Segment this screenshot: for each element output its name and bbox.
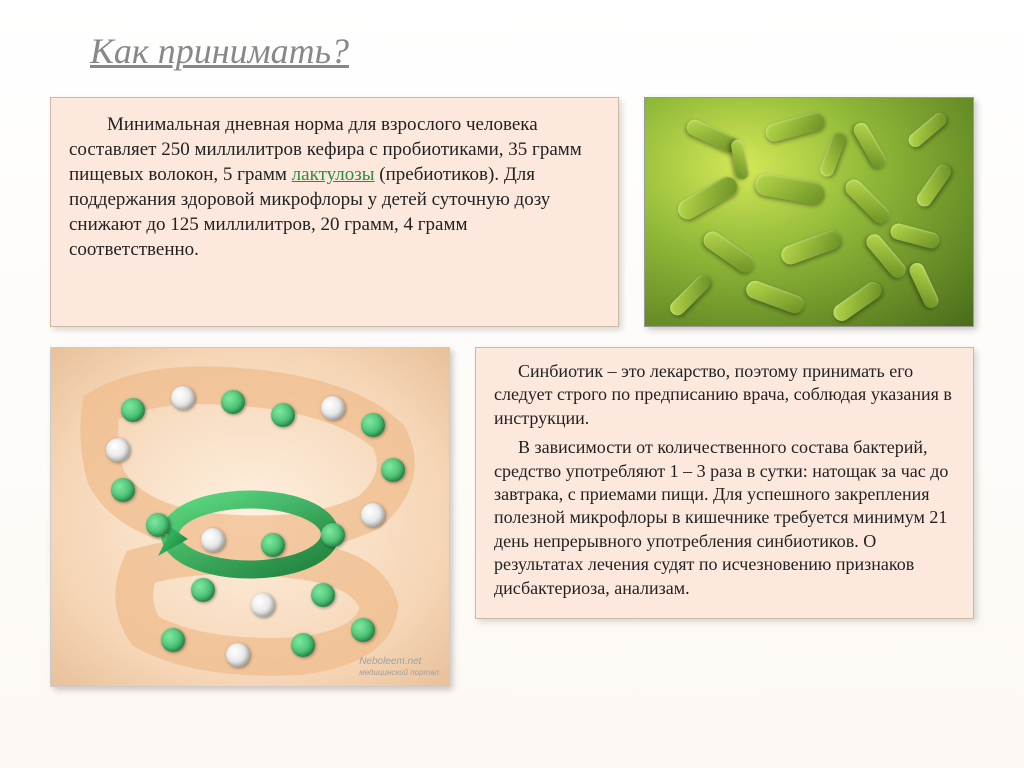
bacteria-rod <box>906 110 949 150</box>
white-sphere <box>201 528 225 552</box>
bacteria-rod <box>730 139 750 181</box>
green-sphere <box>111 478 135 502</box>
synbiotic-p2: В зависимости от количественного состава… <box>494 436 955 600</box>
bacteria-rod <box>851 120 889 171</box>
bacteria-rod <box>818 131 847 178</box>
watermark-tag: медицинский портал <box>359 668 439 677</box>
bacteria-rod <box>842 176 893 227</box>
row-bottom: Neboleem.net медицинский портал Синбиоти… <box>50 347 974 687</box>
textbox-dosage: Минимальная дневная норма для взрослого … <box>50 97 619 327</box>
green-sphere <box>191 578 215 602</box>
white-sphere <box>361 503 385 527</box>
bacteria-rod <box>674 173 740 223</box>
slide: Как принимать? Минимальная дневная норма… <box>0 0 1024 768</box>
white-sphere <box>226 643 250 667</box>
white-sphere <box>106 438 130 462</box>
green-sphere <box>121 398 145 422</box>
bacteria-rod <box>889 222 941 250</box>
bacteria-image <box>644 97 974 327</box>
white-sphere <box>321 396 345 420</box>
synbiotic-p1: Синбиотик – это лекарство, поэтому прини… <box>494 360 955 430</box>
green-sphere <box>321 523 345 547</box>
green-sphere <box>311 583 335 607</box>
bacteria-rod <box>700 228 758 276</box>
green-sphere <box>351 618 375 642</box>
bacteria-rod <box>907 261 941 311</box>
slide-title: Как принимать? <box>90 30 974 72</box>
green-sphere <box>161 628 185 652</box>
bacteria-rod <box>764 111 827 144</box>
green-sphere <box>221 390 245 414</box>
row-top: Минимальная дневная норма для взрослого … <box>50 97 974 327</box>
green-sphere <box>271 403 295 427</box>
lactulose-link[interactable]: лактулозы <box>292 164 375 185</box>
green-sphere <box>146 513 170 537</box>
bacteria-rod <box>744 278 807 315</box>
bacteria-rod <box>830 279 885 324</box>
green-sphere <box>261 533 285 557</box>
textbox-synbiotic: Синбиотик – это лекарство, поэтому прини… <box>475 347 974 619</box>
bacteria-rod <box>667 273 713 319</box>
white-sphere <box>251 593 275 617</box>
green-sphere <box>291 633 315 657</box>
bacteria-rod <box>779 228 844 267</box>
watermark-brand: Neboleem.net <box>359 656 421 667</box>
watermark: Neboleem.net медицинский портал <box>359 656 439 678</box>
white-sphere <box>171 386 195 410</box>
bacteria-rod <box>914 162 954 210</box>
bacteria-rod <box>754 172 827 206</box>
green-sphere <box>381 458 405 482</box>
green-sphere <box>361 413 385 437</box>
intestine-image: Neboleem.net медицинский портал <box>50 347 450 687</box>
